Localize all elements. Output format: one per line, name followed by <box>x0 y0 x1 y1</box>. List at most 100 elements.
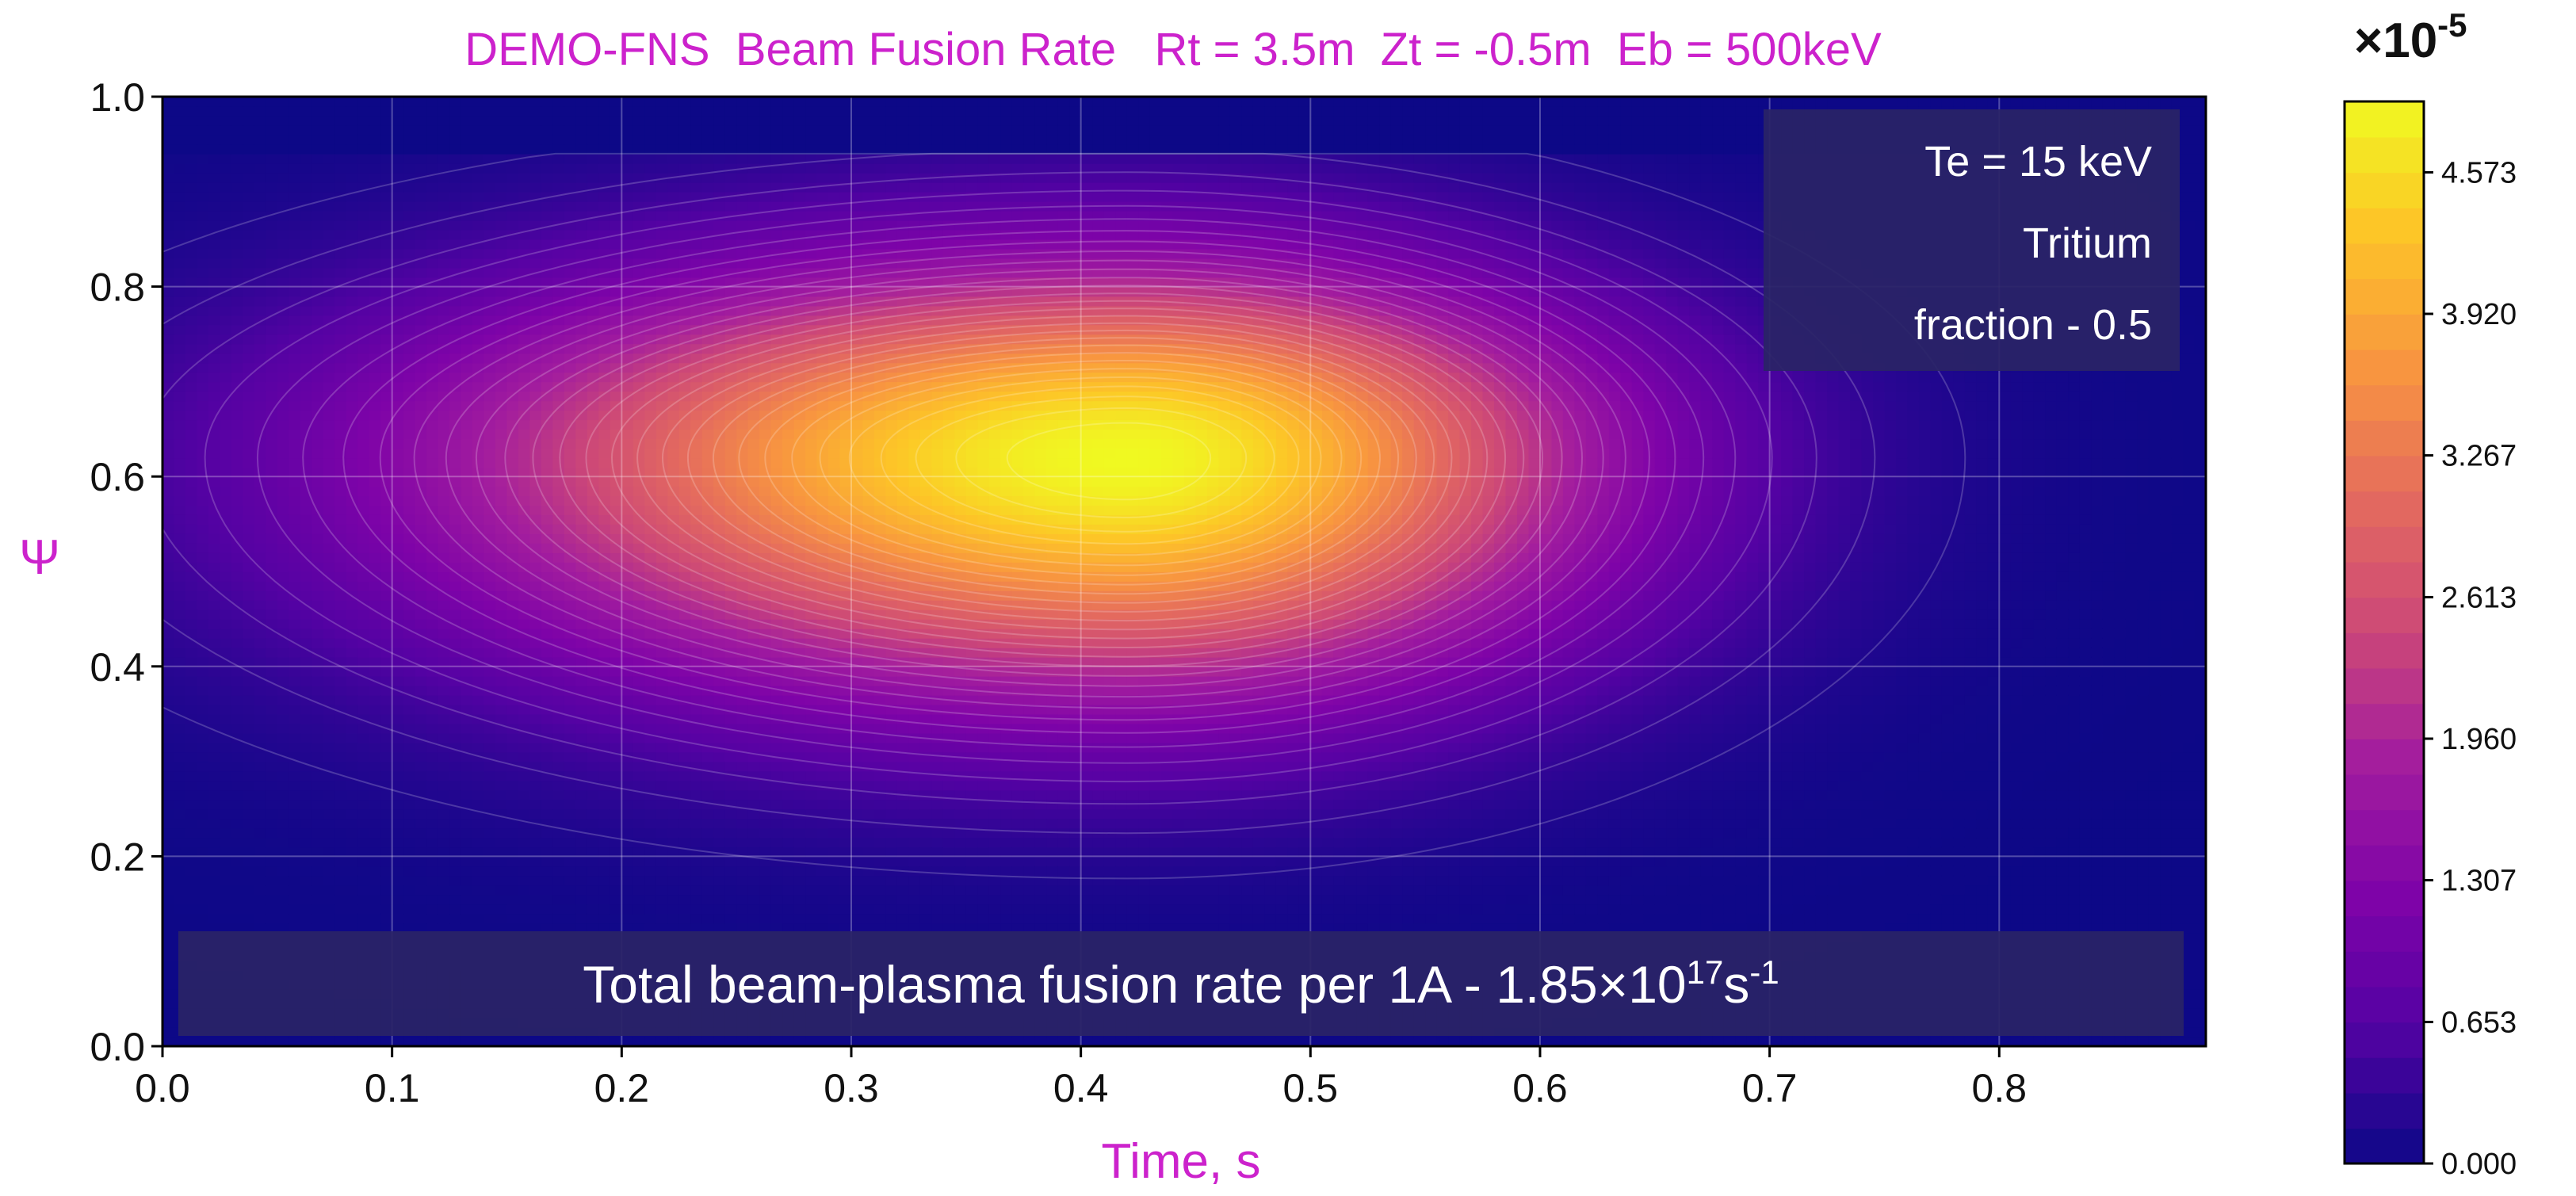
heatmap-cell <box>254 524 267 534</box>
heatmap-cell <box>667 116 680 126</box>
heatmap-cell <box>518 647 531 658</box>
heatmap-cell <box>506 732 519 743</box>
heatmap-cell <box>346 267 358 278</box>
heatmap-cell <box>346 761 358 772</box>
heatmap-cell <box>518 210 531 221</box>
heatmap-cell <box>655 666 669 677</box>
heatmap-cell <box>701 153 714 164</box>
heatmap-cell <box>300 381 313 392</box>
heatmap-cell <box>518 162 531 174</box>
heatmap-cell <box>289 391 301 402</box>
heatmap-cell <box>678 713 691 724</box>
heatmap-cell <box>483 400 496 411</box>
heatmap-cell <box>311 780 324 791</box>
heatmap-cell <box>552 97 565 107</box>
heatmap-cell <box>334 552 347 563</box>
heatmap-cell <box>208 666 221 677</box>
heatmap-cell <box>243 296 255 307</box>
heatmap-cell <box>266 618 278 629</box>
heatmap-cell <box>449 543 462 553</box>
heatmap-cell <box>369 419 381 430</box>
heatmap-cell <box>185 201 198 212</box>
heatmap-cell <box>690 846 703 858</box>
heatmap-cell <box>197 467 209 477</box>
heatmap-cell <box>334 590 347 601</box>
heatmap-cell <box>208 172 221 183</box>
heatmap-cell <box>254 267 267 278</box>
heatmap-cell <box>174 277 186 288</box>
heatmap-cell <box>277 647 290 658</box>
heatmap-cell <box>621 913 634 924</box>
heatmap-cell <box>185 286 198 297</box>
heatmap-cell <box>243 846 255 858</box>
heatmap-cell <box>174 143 186 155</box>
heatmap-cell <box>162 799 175 810</box>
heatmap-cell <box>449 865 462 877</box>
heatmap-cell <box>529 704 542 715</box>
heatmap-cell <box>701 780 714 791</box>
heatmap-cell <box>185 552 198 563</box>
heatmap-cell <box>541 343 554 354</box>
heatmap-cell <box>346 239 358 250</box>
heatmap-cell <box>483 277 496 288</box>
heatmap-cell <box>208 780 221 791</box>
heatmap-cell <box>254 229 267 240</box>
heatmap-cell <box>438 400 450 411</box>
heatmap-cell <box>392 116 404 126</box>
heatmap-cell <box>277 543 290 553</box>
heatmap-cell <box>323 182 336 193</box>
heatmap-cell <box>323 618 336 629</box>
heatmap-cell <box>495 543 508 553</box>
heatmap-cell <box>633 143 646 155</box>
heatmap-cell <box>483 837 496 848</box>
heatmap-cell <box>529 742 542 753</box>
heatmap-cell <box>162 457 175 468</box>
heatmap-cell <box>323 229 336 240</box>
heatmap-cell <box>174 191 186 202</box>
heatmap-cell <box>713 694 726 705</box>
heatmap-cell <box>174 571 186 582</box>
heatmap-cell <box>564 162 577 174</box>
heatmap-cell <box>208 827 221 839</box>
heatmap-cell <box>162 486 175 496</box>
heatmap-cell <box>300 524 313 534</box>
heatmap-cell <box>323 533 336 544</box>
heatmap-cell <box>346 229 358 240</box>
heatmap-cell <box>483 514 496 525</box>
heatmap-cell <box>392 201 404 212</box>
heatmap-cell <box>724 913 737 924</box>
heatmap-cell <box>415 666 427 677</box>
heatmap-cell <box>197 637 209 648</box>
heatmap-cell <box>300 732 313 743</box>
heatmap-cell <box>449 685 462 696</box>
heatmap-cell <box>426 143 439 155</box>
heatmap-cell <box>254 182 267 193</box>
heatmap-cell <box>621 162 634 174</box>
heatmap-cell <box>483 248 496 259</box>
heatmap-cell <box>357 362 370 373</box>
heatmap-cell <box>311 524 324 534</box>
heatmap-cell <box>701 182 714 193</box>
heatmap-cell <box>678 599 691 610</box>
heatmap-cell <box>254 590 267 601</box>
heatmap-cell <box>277 248 290 259</box>
heatmap-cell <box>403 353 416 364</box>
heatmap-cell <box>461 713 473 724</box>
heatmap-cell <box>277 381 290 392</box>
heatmap-cell <box>403 134 416 145</box>
heatmap-cell <box>300 448 313 459</box>
heatmap-cell <box>713 837 726 848</box>
heatmap-cell <box>369 267 381 278</box>
heatmap-cell <box>541 637 554 648</box>
heatmap-cell <box>323 524 336 534</box>
heatmap-cell <box>243 618 255 629</box>
heatmap-cell <box>162 305 175 316</box>
heatmap-cell <box>323 628 336 639</box>
heatmap-cell <box>438 799 450 810</box>
heatmap-cell <box>529 713 542 724</box>
heatmap-cell <box>506 172 519 183</box>
heatmap-cell <box>541 229 554 240</box>
heatmap-cell <box>472 599 485 610</box>
heatmap-cell <box>541 647 554 658</box>
heatmap-cell <box>323 875 336 886</box>
